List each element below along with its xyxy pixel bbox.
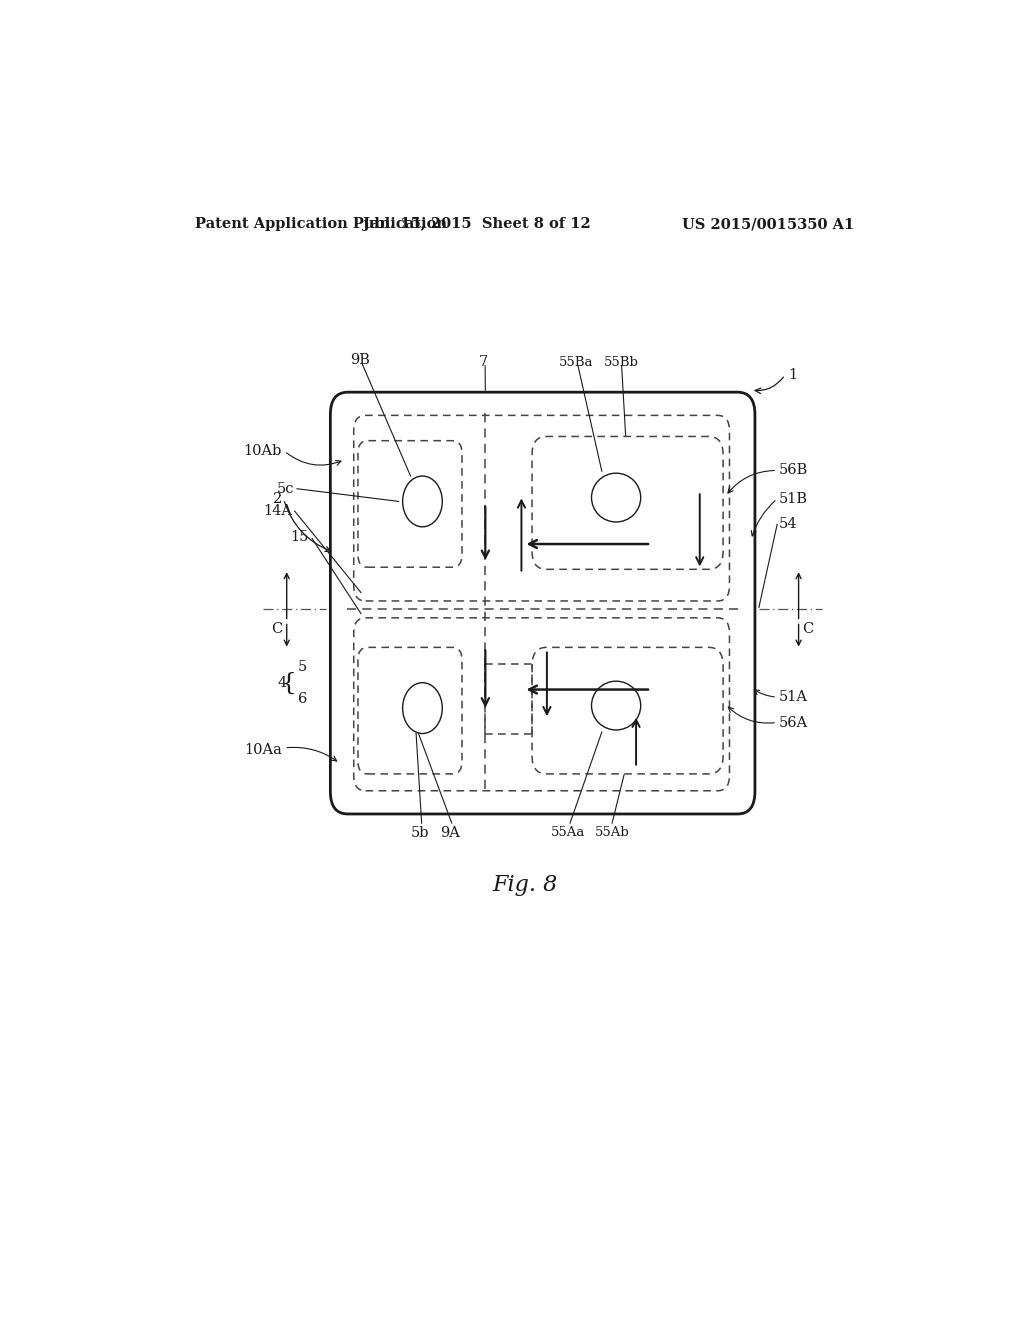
- Text: 10Aa: 10Aa: [244, 743, 282, 756]
- Text: 1: 1: [788, 368, 798, 381]
- Text: 7: 7: [479, 355, 488, 368]
- Text: 14A: 14A: [263, 504, 292, 517]
- Text: 4: 4: [278, 676, 287, 690]
- Text: 51A: 51A: [778, 690, 808, 704]
- Text: Fig. 8: Fig. 8: [493, 874, 557, 896]
- Text: 56A: 56A: [778, 715, 808, 730]
- Text: 56B: 56B: [778, 463, 808, 478]
- Text: US 2015/0015350 A1: US 2015/0015350 A1: [682, 218, 854, 231]
- Text: C: C: [803, 623, 814, 636]
- Text: Patent Application Publication: Patent Application Publication: [196, 218, 447, 231]
- Text: 9A: 9A: [440, 826, 460, 840]
- Text: {: {: [282, 672, 297, 694]
- Text: 5c: 5c: [278, 482, 295, 496]
- Text: 55Ab: 55Ab: [595, 826, 630, 840]
- Text: 5b: 5b: [411, 826, 429, 840]
- Text: C: C: [271, 623, 283, 636]
- Text: 5: 5: [298, 660, 307, 675]
- Text: Jan. 15, 2015  Sheet 8 of 12: Jan. 15, 2015 Sheet 8 of 12: [364, 218, 591, 231]
- Text: 51B: 51B: [778, 492, 808, 506]
- Text: 54: 54: [778, 517, 798, 532]
- Text: 9B: 9B: [350, 352, 370, 367]
- Text: 55Ba: 55Ba: [559, 356, 594, 368]
- Text: 55Bb: 55Bb: [604, 356, 639, 368]
- Text: 55Aa: 55Aa: [551, 826, 586, 840]
- Text: 6: 6: [298, 693, 307, 706]
- Text: 2: 2: [272, 492, 282, 506]
- Text: 15: 15: [291, 529, 309, 544]
- Text: 10Ab: 10Ab: [244, 444, 282, 458]
